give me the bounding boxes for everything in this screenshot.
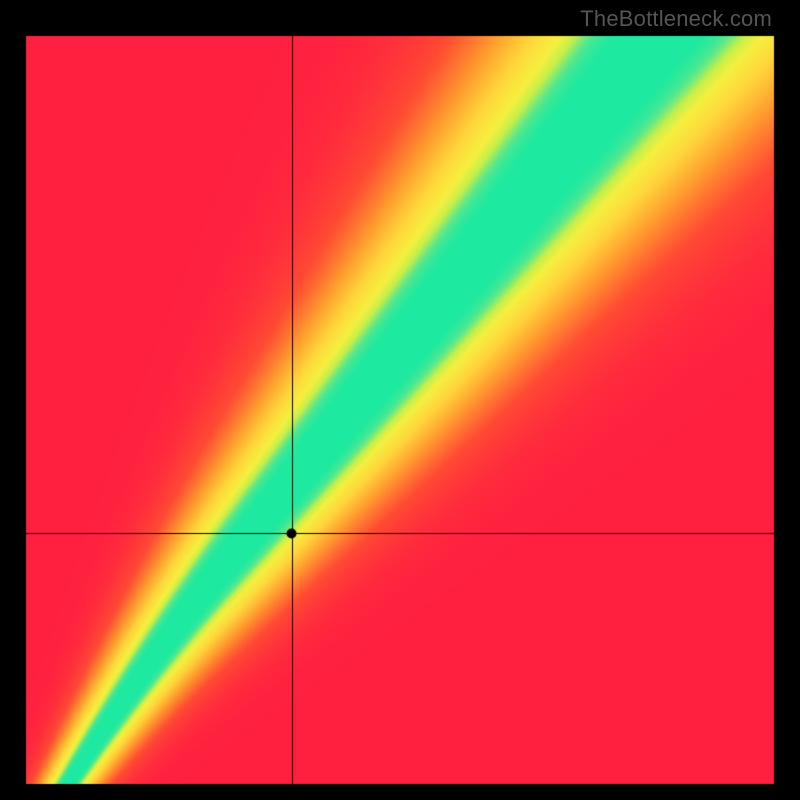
heatmap-canvas xyxy=(0,0,800,800)
chart-container: TheBottleneck.com xyxy=(0,0,800,800)
watermark-text: TheBottleneck.com xyxy=(580,6,772,32)
